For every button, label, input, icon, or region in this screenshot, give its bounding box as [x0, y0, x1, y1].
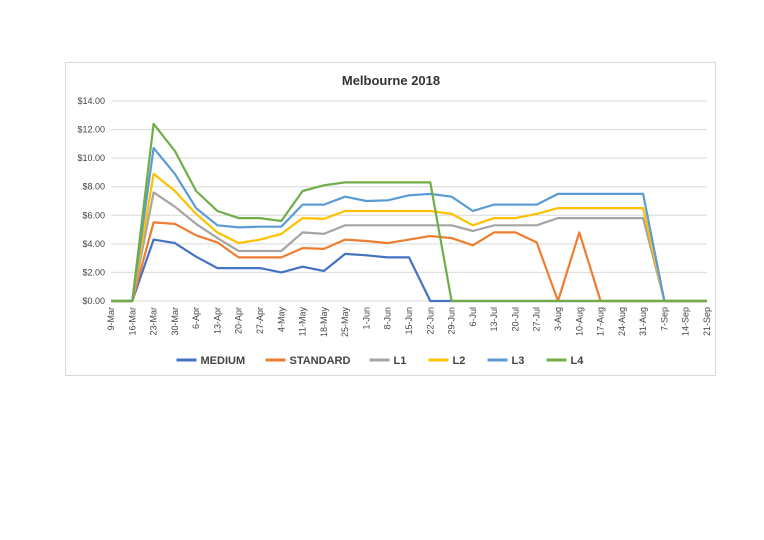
y-tick-label: $12.00 [77, 125, 105, 135]
line-chart: Melbourne 2018 $0.00 $2.00 $4.00 $6.00 $8.00… [77, 73, 712, 367]
x-tick-label: 31-Aug [638, 307, 648, 336]
y-tick-label: $0.00 [82, 296, 105, 306]
x-tick-label: 16-Mar [127, 307, 137, 336]
series-line-medium [111, 238, 707, 303]
series-line-l4 [111, 122, 707, 303]
series-line-l3 [111, 146, 707, 303]
legend-label: L2 [453, 355, 466, 367]
y-tick-label: $4.00 [82, 239, 105, 249]
x-tick-label: 14-Sep [681, 307, 691, 336]
legend-item: L2 [428, 355, 466, 367]
x-tick-label: 27-Apr [255, 307, 265, 334]
legend-item: MEDIUM [176, 355, 246, 367]
y-axis-ticks: $0.00 $2.00 $4.00 $6.00 $8.00 $10.00 $12.00 $14… [77, 96, 105, 306]
x-tick-label: 10-Aug [574, 307, 584, 336]
x-tick-label: 30-Mar [170, 307, 180, 336]
x-tick-label: 9-Mar [106, 307, 116, 331]
gridlines [111, 100, 707, 302]
y-tick-label: $14.00 [77, 96, 105, 106]
legend-label: L4 [571, 355, 585, 367]
y-tick-label: $2.00 [82, 267, 105, 277]
legend-label: L1 [394, 355, 407, 367]
x-tick-label: 20-Apr [234, 307, 244, 334]
x-tick-label: 13-Jul [489, 307, 499, 332]
y-tick-label: $8.00 [82, 182, 105, 192]
x-tick-label: 22-Jun [425, 307, 435, 335]
legend-item: L1 [369, 355, 407, 367]
x-tick-label: 1-Jun [361, 307, 371, 330]
x-tick-label: 27-Jul [532, 307, 542, 332]
legend-item: STANDARD [265, 355, 351, 367]
y-tick-label: $10.00 [77, 153, 105, 163]
series-line-standard [111, 221, 707, 303]
x-tick-label: 23-Mar [149, 307, 159, 336]
x-tick-label: 25-May [340, 307, 350, 338]
x-tick-label: 29-Jun [447, 307, 457, 335]
legend-item: L4 [546, 355, 585, 367]
series-line-l2 [111, 172, 707, 303]
x-tick-label: 6-Jul [468, 307, 478, 327]
series-lines [111, 122, 707, 303]
x-tick-label: 4-May [276, 307, 286, 333]
x-axis-ticks: 9-Mar 16-Mar 23-Mar 30-Mar 6-Apr 13-Apr 20-Apr… [106, 307, 712, 338]
x-tick-label: 15-Jun [404, 307, 414, 335]
series-line-l1 [111, 191, 707, 303]
x-tick-label: 8-Jun [383, 307, 393, 330]
x-tick-label: 7-Sep [659, 307, 669, 331]
legend-label: STANDARD [290, 355, 351, 367]
y-tick-label: $6.00 [82, 210, 105, 220]
x-tick-label: 6-Apr [191, 307, 201, 329]
x-tick-label: 21-Sep [702, 307, 712, 336]
legend-item: L3 [487, 355, 525, 367]
chart-title: Melbourne 2018 [342, 73, 440, 88]
x-tick-label: 20-Jul [510, 307, 520, 332]
legend-label: L3 [512, 355, 525, 367]
chart-area: Melbourne 2018 $0.00 $2.00 $4.00 $6.00 $8.00… [65, 62, 716, 376]
legend-label: MEDIUM [201, 355, 246, 367]
x-tick-label: 3-Aug [553, 307, 563, 331]
x-tick-label: 18-May [319, 307, 329, 338]
x-tick-label: 17-Aug [596, 307, 606, 336]
x-tick-label: 13-Apr [212, 307, 222, 334]
x-tick-label: 11-May [298, 307, 308, 337]
legend: MEDIUM STANDARD L1 L2 L3 L4 [176, 355, 585, 367]
x-tick-label: 24-Aug [617, 307, 627, 336]
